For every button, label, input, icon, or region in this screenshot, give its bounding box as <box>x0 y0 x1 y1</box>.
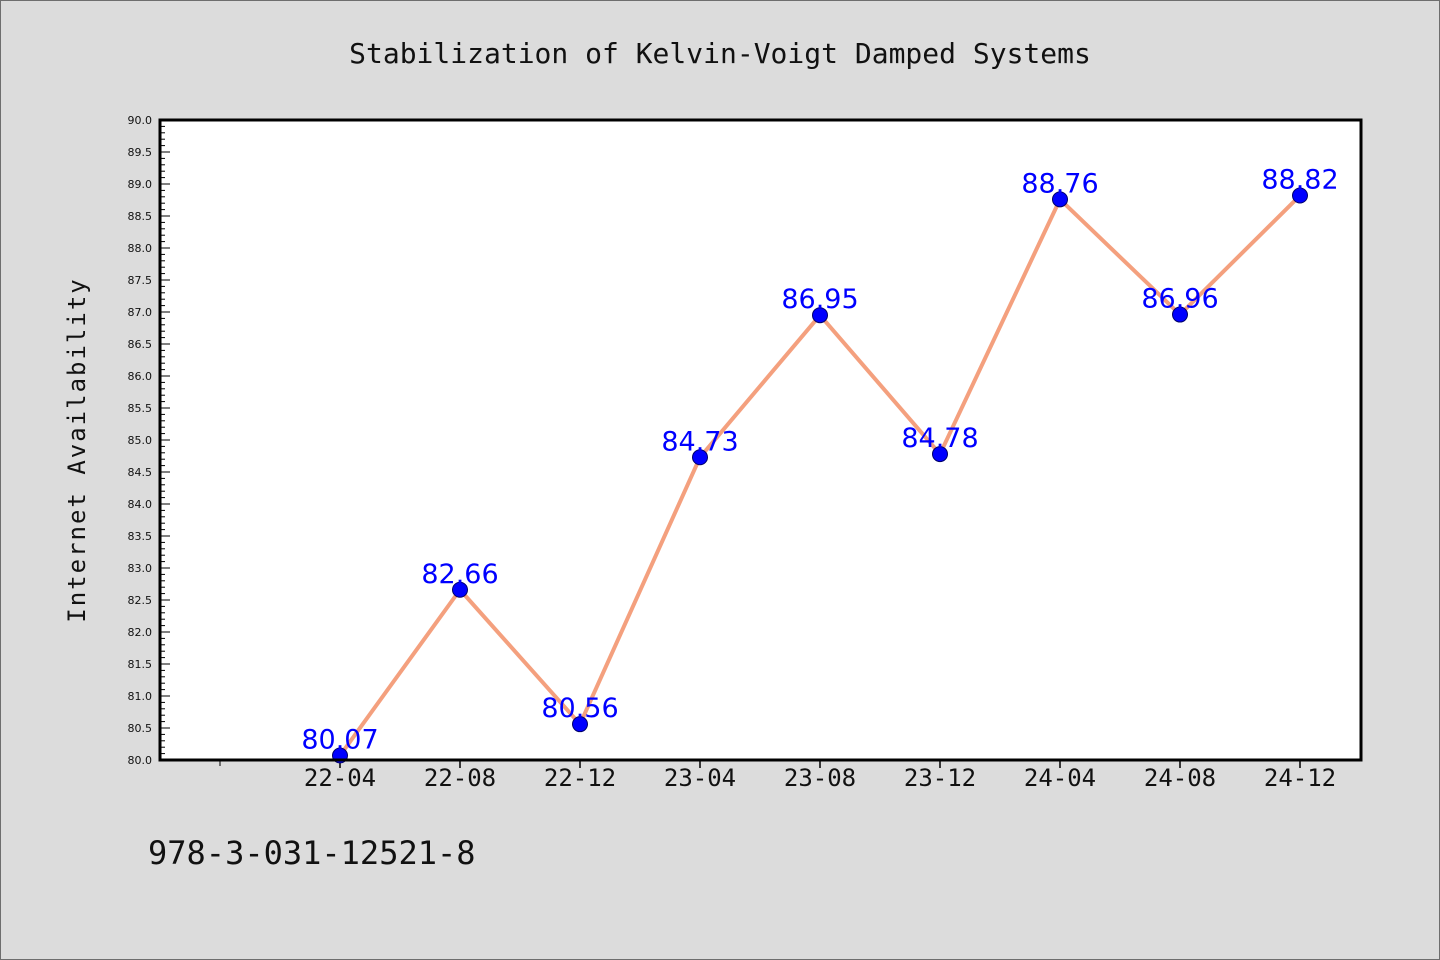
data-label: 80.07 <box>301 725 378 756</box>
x-tick-label: 23-04 <box>664 764 736 792</box>
y-tick-label: 87.5 <box>128 274 153 287</box>
x-tick-label: 22-08 <box>424 764 496 792</box>
y-tick-label: 86.0 <box>128 370 153 383</box>
data-point <box>452 581 468 598</box>
y-tick-label: 88.5 <box>128 210 153 223</box>
y-tick-label: 85.5 <box>128 402 153 415</box>
data-point <box>1052 191 1068 208</box>
x-tick-label: 22-12 <box>544 764 616 792</box>
y-tick-label: 81.0 <box>128 690 153 703</box>
x-tick-label: 23-08 <box>784 764 856 792</box>
data-label: 84.73 <box>661 426 738 457</box>
y-tick-label: 90.0 <box>128 114 153 127</box>
y-tick-label: 82.0 <box>128 626 153 639</box>
data-label: 82.66 <box>421 559 498 590</box>
chart-title: Stabilization of Kelvin-Voigt Damped Sys… <box>349 37 1091 70</box>
y-tick-label: 85.0 <box>128 434 153 447</box>
y-axis: 80.0 80.5 81.0 81.5 82.0 82.5 83.0 83.5 84.0 84.5… <box>128 114 170 767</box>
data-label: 84.78 <box>901 423 978 454</box>
data-label: 88.82 <box>1261 165 1338 196</box>
data-point <box>1292 187 1308 204</box>
data-label: 88.76 <box>1021 168 1098 199</box>
y-tick-label: 82.5 <box>128 594 153 607</box>
y-tick-label: 89.0 <box>128 178 153 191</box>
x-axis: 22-04 22-08 22-12 23-04 23-08 23-12 24-04 24-08… <box>219 760 1336 792</box>
data-point <box>812 307 828 324</box>
y-tick-label: 81.5 <box>128 658 153 671</box>
y-axis-label: Internet Availability <box>63 277 91 622</box>
y-tick-label: 86.5 <box>128 338 153 351</box>
x-tick-label: 22-04 <box>304 764 376 792</box>
y-tick-label: 80.5 <box>128 722 153 735</box>
isbn-text: 978-3-031-12521-8 <box>148 834 476 872</box>
x-tick-label: 24-04 <box>1024 764 1096 792</box>
y-tick-label: 84.0 <box>128 498 153 511</box>
plot-area <box>160 120 1361 760</box>
y-tick-label: 89.5 <box>128 146 153 159</box>
y-tick-label: 83.0 <box>128 562 153 575</box>
data-label: 80.56 <box>541 693 618 724</box>
y-tick-label: 80.0 <box>128 754 153 767</box>
y-tick-label: 87.0 <box>128 306 153 319</box>
y-tick-label: 88.0 <box>128 242 153 255</box>
x-tick-label: 24-08 <box>1144 764 1216 792</box>
x-tick-label: 24-12 <box>1264 764 1336 792</box>
data-point <box>1172 306 1188 323</box>
data-point <box>932 446 948 463</box>
y-tick-label: 84.5 <box>128 466 153 479</box>
data-label: 86.96 <box>1141 284 1218 315</box>
data-label: 86.95 <box>781 284 858 315</box>
data-point <box>572 716 588 733</box>
plot-frame <box>158 118 1363 762</box>
y-tick-label: 83.5 <box>128 530 153 543</box>
data-point <box>692 449 708 466</box>
x-tick-label: 23-12 <box>904 764 976 792</box>
